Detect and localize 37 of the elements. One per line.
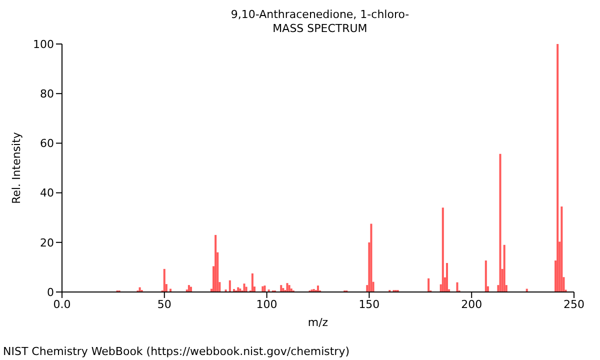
x-tick-label: 150 [358,298,380,311]
x-tick-label: 200 [461,298,482,311]
text: NIST Chemistry WebBook (https://webbook.nist.gov/chemistry) [3,345,350,358]
y-tick-label: 80 [40,88,54,101]
chart-subtitle: MASS SPECTRUM [272,22,368,36]
y-tick-label: 100 [33,38,54,51]
y-tick-label: 60 [40,137,54,150]
x-tick-label: 50 [157,298,172,311]
bar [280,285,282,292]
x-tick-label: 0.0 [53,298,71,311]
bar [503,244,506,292]
bar [286,283,288,292]
y-tick-label: 40 [40,186,54,200]
bar [214,234,217,292]
x-tick-label: 250 [564,298,584,311]
bar [428,278,430,292]
bar [442,208,444,292]
bar [316,286,319,292]
bar [188,285,190,292]
bar [370,224,372,292]
x-axis-title: m/z [308,316,328,329]
y-axis-title: Rel. Intensity [10,132,23,204]
bar [243,284,246,292]
bar [251,273,254,292]
bar [560,206,563,292]
bar [499,154,502,292]
bar [556,44,559,292]
chart-title: 9,10-Anthracenedione, 1-chloro- [230,8,410,22]
bar [446,262,448,292]
y-tick-label: 0 [47,286,54,299]
bar [228,280,231,292]
bar [456,282,458,292]
bar [163,268,166,292]
bar [484,260,487,292]
x-tick-label: 100 [256,298,278,311]
bar [288,285,290,292]
y-tick-label: 20 [40,236,54,250]
